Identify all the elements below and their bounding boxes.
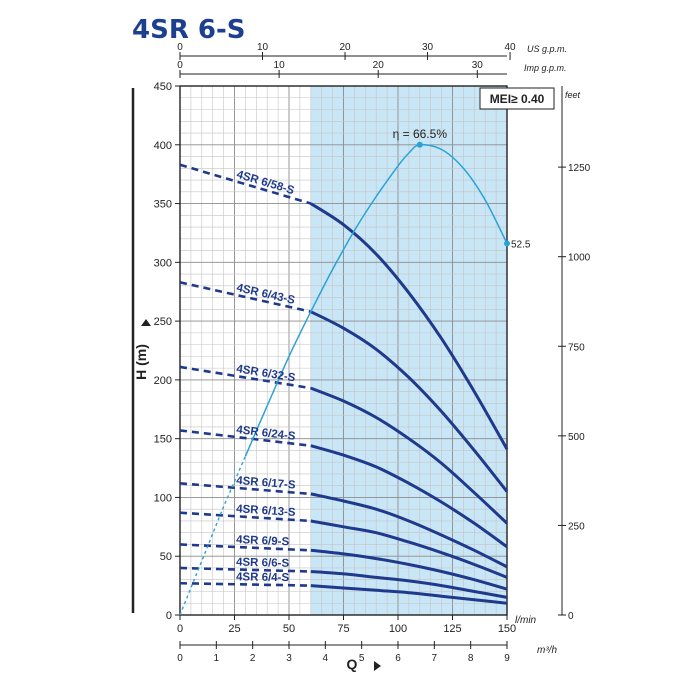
efficiency-end-marker [504, 240, 510, 247]
m3h-tick-label: 8 [468, 653, 474, 664]
efficiency-curve-dashed-segment [179, 456, 247, 616]
pump-curve-dashed-segment [179, 511, 311, 523]
y-tick-label: 50 [160, 551, 172, 563]
pump-curve [310, 519, 508, 579]
mei-badge: MEI≥ 0.40 [490, 92, 545, 106]
m3h-unit-label: m³/h [537, 645, 557, 656]
chart-title: 4SR 6-S [132, 15, 246, 45]
pump-curve-dashed-segment [179, 429, 311, 448]
y-tick-label: 100 [154, 492, 172, 504]
x-tick-label: 75 [337, 623, 349, 635]
pump-curve-label: 4SR 6/17-S [236, 475, 297, 492]
x-tick-label: 150 [498, 623, 516, 635]
pump-curve-dashed-segment [179, 365, 312, 390]
y-axis-title: H (m) [133, 344, 149, 380]
usgpm-tick-label: 40 [504, 42, 516, 53]
pump-curve-dashed-segment [179, 566, 311, 573]
usgpm-tick-label: 0 [177, 42, 183, 53]
pump-curve [310, 444, 508, 549]
y-axis-arrow-icon [141, 319, 151, 326]
m3h-tick-label: 5 [359, 653, 365, 664]
m3h-tick-label: 3 [286, 653, 292, 664]
y-tick-label: 450 [154, 81, 172, 93]
x-axis-title: Q [347, 656, 358, 672]
x-tick-label: 125 [443, 623, 461, 635]
pump-curve [310, 492, 508, 569]
pump-curve-label: 4SR 6/4-S [236, 571, 290, 584]
x-unit-label: l/min [515, 615, 537, 626]
y-tick-label: 250 [154, 316, 172, 328]
feet-tick-label: 1250 [568, 163, 591, 174]
pump-curve-dashed-segment [179, 543, 311, 552]
pump-curve-dashed-segment [179, 581, 311, 587]
pump-curve-label: 4SR 6/9-S [236, 534, 290, 548]
y-tick-label: 400 [154, 140, 172, 152]
m3h-tick-label: 0 [177, 653, 183, 664]
impgpm-tick-label: 20 [373, 60, 385, 71]
y-tick-label: 350 [154, 199, 172, 211]
usgpm-unit-label: US g.p.m. [527, 44, 567, 54]
y-tick-label: 300 [154, 257, 172, 269]
efficiency-curve [244, 143, 508, 457]
x-tick-label: 100 [389, 623, 407, 635]
pump-curve [310, 548, 508, 591]
y-tick-label: 150 [154, 434, 172, 446]
mei-badge-box [479, 87, 555, 110]
usgpm-tick-label: 10 [257, 42, 269, 53]
m3h-tick-label: 2 [250, 653, 256, 664]
pump-curve [310, 310, 509, 493]
pump-curve [310, 584, 508, 605]
feet-tick-label: 1000 [568, 253, 591, 264]
feet-unit-label: feet [565, 90, 581, 100]
feet-tick-label: 0 [568, 611, 574, 622]
pump-curve-dashed-segment [179, 163, 312, 205]
pump-curve-dashed-segment [179, 482, 311, 496]
efficiency-peak-marker [416, 141, 423, 148]
pump-curve-dashed-segment [179, 281, 312, 313]
pump-curve-label: 4SR 6/13-S [236, 503, 296, 519]
impgpm-unit-label: Imp g.p.m. [524, 63, 567, 73]
feet-tick-label: 500 [568, 432, 585, 443]
x-axis-arrow-icon [374, 661, 381, 671]
m3h-tick-label: 9 [504, 653, 510, 664]
pump-curve [309, 202, 509, 450]
y-tick-label: 200 [154, 375, 172, 387]
impgpm-tick-label: 0 [177, 60, 183, 71]
x-tick-label: 0 [177, 623, 183, 635]
efficiency-peak-label: η = 66.5% [393, 127, 448, 141]
x-tick-label: 25 [228, 623, 240, 635]
feet-tick-label: 750 [568, 342, 585, 353]
pump-curve-label: 4SR 6/6-S [236, 556, 290, 569]
pump-curve [310, 570, 508, 599]
m3h-tick-label: 4 [323, 653, 329, 664]
pump-curve [310, 386, 509, 525]
impgpm-tick-label: 10 [274, 60, 286, 71]
m3h-tick-label: 6 [395, 653, 401, 664]
impgpm-tick-label: 30 [472, 60, 484, 71]
usgpm-tick-label: 30 [422, 42, 434, 53]
usgpm-tick-label: 20 [339, 42, 351, 53]
m3h-tick-label: 1 [214, 653, 220, 664]
y-tick-label: 0 [166, 610, 172, 622]
x-tick-label: 50 [283, 623, 295, 635]
m3h-tick-label: 7 [432, 653, 438, 664]
feet-tick-label: 250 [568, 521, 585, 532]
efficiency-end-label: 52.5 [511, 240, 531, 251]
